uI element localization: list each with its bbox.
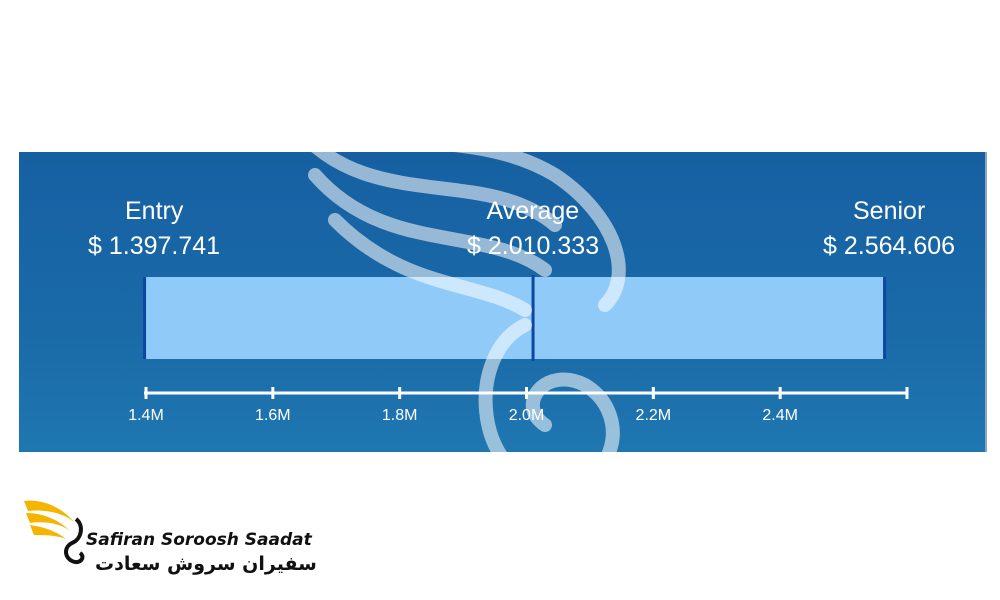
company-logo-icon <box>24 500 85 564</box>
entry-value: $ 1.397.741 <box>88 232 221 260</box>
x-tick-label: 2.2M <box>635 407 672 424</box>
salary-range-bar <box>144 277 885 359</box>
x-tick-label: 1.6M <box>255 407 291 424</box>
x-tick-label: 2.0M <box>508 407 545 424</box>
logo-text-persian: سفیران سروش سعادت <box>95 553 317 575</box>
senior-label: Senior <box>853 197 926 225</box>
salary-chart-panel: Entry $ 1.397.741 Average $ 2.010.333 Se… <box>19 152 987 452</box>
senior-value: $ 2.564.606 <box>823 232 956 260</box>
range-chart-svg <box>143 275 909 399</box>
x-tick-label: 2.4M <box>762 407 798 424</box>
x-tick-label: 1.8M <box>381 407 418 424</box>
logo-text-english: Safiran Soroosh Saadat <box>86 530 312 550</box>
entry-label: Entry <box>125 197 184 225</box>
x-tick-label: 1.4M <box>128 407 164 424</box>
